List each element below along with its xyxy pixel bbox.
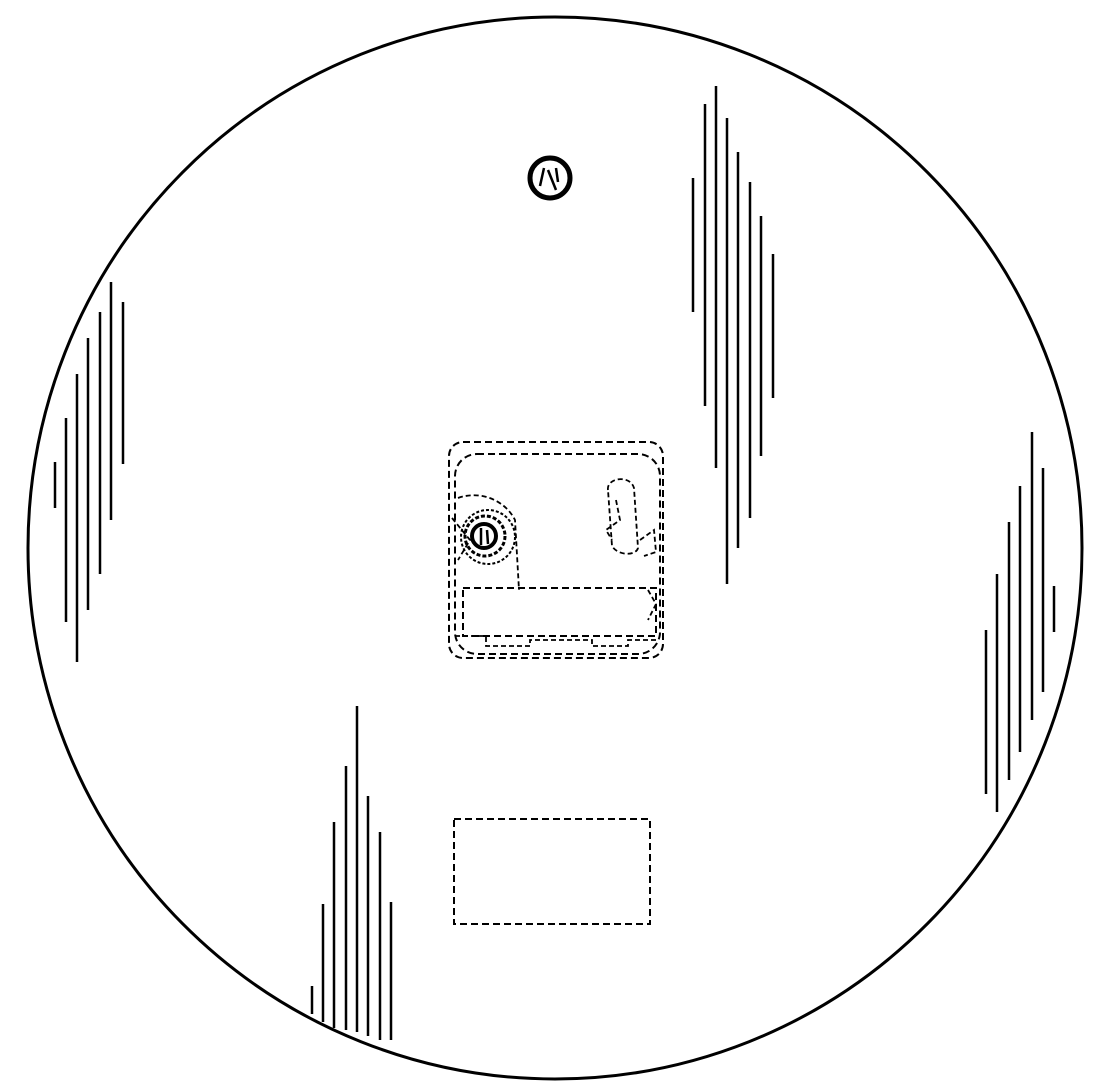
time-set-knob-icon [452,510,515,564]
clock-face-outline [28,17,1082,1079]
hanger-hole-icon [530,158,570,198]
lower-recess [454,819,650,924]
shading-bottom [312,706,391,1040]
shading-upper-left [55,282,123,662]
battery-compartment [455,588,656,646]
clock-movement [449,442,663,658]
shading-right [986,432,1054,812]
shading-upper-right [693,86,773,584]
movement-clip [606,479,656,620]
